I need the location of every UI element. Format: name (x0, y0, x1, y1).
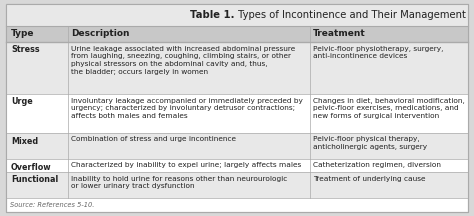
Text: Urine leakage associated with increased abdominal pressure
from laughing, sneezi: Urine leakage associated with increased … (71, 46, 295, 75)
Bar (6, 26, 468, 42)
Text: Catheterization regimen, diversion: Catheterization regimen, diversion (313, 162, 441, 168)
Text: Pelvic-floor physiotherapy, surgery,
anti-incontinence devices: Pelvic-floor physiotherapy, surgery, ant… (313, 46, 443, 59)
Bar (6, 94, 468, 133)
Text: Functional: Functional (11, 175, 58, 184)
Text: Urge: Urge (11, 97, 33, 106)
Text: Treatment: Treatment (313, 30, 366, 38)
Bar (6, 159, 468, 172)
Text: Involuntary leakage accompanied or immediately preceded by
urgency; characterize: Involuntary leakage accompanied or immed… (71, 97, 303, 119)
Text: Mixed: Mixed (11, 137, 38, 146)
Text: Changes in diet, behavioral modification,
pelvic-floor exercises, medications, a: Changes in diet, behavioral modification… (313, 97, 465, 119)
Bar (6, 133, 468, 159)
Text: Characterized by inability to expel urine; largely affects males: Characterized by inability to expel urin… (71, 162, 301, 168)
Text: Treatment of underlying cause: Treatment of underlying cause (313, 175, 426, 181)
Bar (6, 172, 468, 198)
Text: Source: References 5-10.: Source: References 5-10. (10, 202, 94, 208)
Text: Table 1.: Table 1. (191, 10, 235, 20)
Text: Inability to hold urine for reasons other than neurourologic
or lower urinary tr: Inability to hold urine for reasons othe… (71, 175, 287, 189)
Text: Type: Type (11, 30, 35, 38)
Text: Description: Description (71, 30, 129, 38)
Text: Pelvic-floor physical therapy,
anticholinergic agents, surgery: Pelvic-floor physical therapy, anticholi… (313, 137, 427, 150)
Bar (6, 4, 468, 26)
Text: Combination of stress and urge incontinence: Combination of stress and urge incontine… (71, 137, 236, 143)
Text: Stress: Stress (11, 46, 40, 54)
Text: Types of Incontinence and Their Management: Types of Incontinence and Their Manageme… (235, 10, 466, 20)
Bar (6, 42, 468, 94)
Text: Overflow: Overflow (11, 162, 52, 172)
